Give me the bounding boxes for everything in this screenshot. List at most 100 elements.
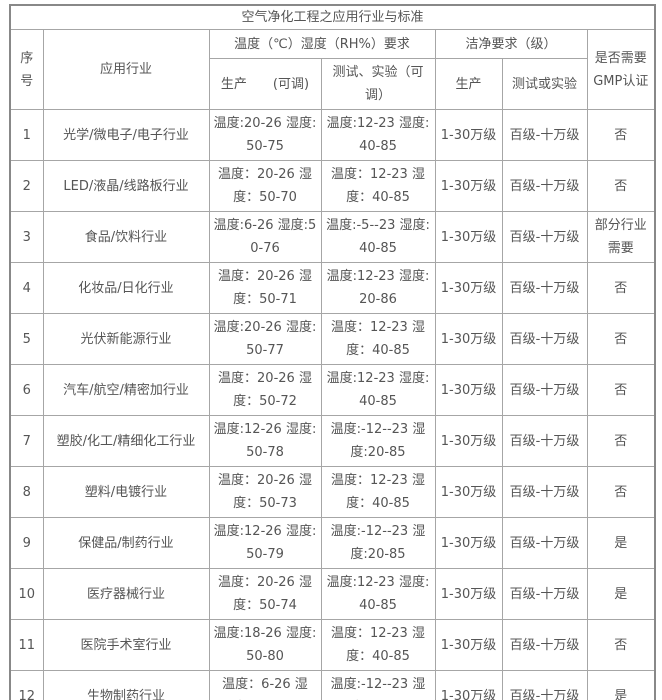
cell-industry: 光学/微电子/电子行业: [42, 109, 210, 161]
cell-temp-production: 温度:6-26 湿度:50-76: [208, 211, 322, 263]
cell-clean-test: 百级-十万级: [501, 670, 588, 700]
cell-temp-test: 温度:-12--23 湿度:20-85: [320, 415, 436, 467]
cell-gmp: 是: [586, 517, 656, 569]
air-purification-standards-table: 空气净化工程之应用行业与标准 序号 应用行业 温度（℃）湿度（RH%）要求 洁净…: [9, 4, 657, 700]
cell-industry: 化妆品/日化行业: [42, 262, 210, 314]
cell-clean-test: 百级-十万级: [501, 415, 588, 467]
cell-temp-production: 温度：20-26 湿度：50-72: [208, 364, 322, 416]
cell-clean-test: 百级-十万级: [501, 364, 588, 416]
cell-temp-test: 温度：12-23 湿度：40-85: [320, 313, 436, 365]
cell-gmp: 是: [586, 670, 656, 700]
cell-clean-test: 百级-十万级: [501, 211, 588, 263]
cell-clean-production: 1-30万级: [434, 313, 503, 365]
col-header-gmp: 是否需要GMP认证: [586, 29, 656, 110]
table-row: 9 保健品/制药行业 温度:12-26 湿度:50-79 温度:-12--23 …: [9, 517, 656, 569]
cell-gmp: 否: [586, 313, 656, 365]
cell-clean-production: 1-30万级: [434, 109, 503, 161]
cell-clean-production: 1-30万级: [434, 670, 503, 700]
cell-gmp: 否: [586, 619, 656, 671]
cell-industry: 塑料/电镀行业: [42, 466, 210, 518]
cell-serial: 9: [9, 517, 44, 569]
cell-temp-production: 温度:12-26 湿度:50-79: [208, 517, 322, 569]
cell-gmp: 部分行业需要: [586, 211, 656, 263]
cell-clean-production: 1-30万级: [434, 262, 503, 314]
table-row: 1 光学/微电子/电子行业 温度:20-26 湿度:50-75 温度:12-23…: [9, 109, 656, 161]
table-row: 2 LED/液晶/线路板行业 温度：20-26 湿度：50-70 温度：12-2…: [9, 160, 656, 212]
cell-clean-production: 1-30万级: [434, 211, 503, 263]
cell-temp-production: 温度:20-26 湿度:50-77: [208, 313, 322, 365]
cell-clean-production: 1-30万级: [434, 517, 503, 569]
cell-clean-test: 百级-十万级: [501, 313, 588, 365]
cell-serial: 12: [9, 670, 44, 700]
col-header-industry: 应用行业: [42, 29, 210, 110]
table-row: 12 生物制药行业 温度：6-26 湿度：50-75 温度:-12--23 湿度…: [9, 670, 656, 700]
cell-temp-production: 温度：20-26 湿度：50-70: [208, 160, 322, 212]
cell-clean-production: 1-30万级: [434, 415, 503, 467]
cell-gmp: 否: [586, 262, 656, 314]
cell-temp-test: 温度:12-23 湿度:20-86: [320, 262, 436, 314]
table-header-row-1: 序号 应用行业 温度（℃）湿度（RH%）要求 洁净要求（级） 是否需要GMP认证: [9, 29, 656, 110]
col-header-clean-group: 洁净要求（级）: [434, 29, 588, 59]
cell-temp-production: 温度:12-26 湿度:50-78: [208, 415, 322, 467]
cell-industry: 汽车/航空/精密加行业: [42, 364, 210, 416]
cell-serial: 8: [9, 466, 44, 518]
cell-clean-test: 百级-十万级: [501, 619, 588, 671]
cell-temp-production: 温度：20-26 湿度：50-73: [208, 466, 322, 518]
table-row: 3 食品/饮料行业 温度:6-26 湿度:50-76 温度:-5--23 湿度:…: [9, 211, 656, 263]
col-header-clean-test: 测试或实验: [501, 58, 588, 110]
cell-clean-test: 百级-十万级: [501, 109, 588, 161]
table-row: 7 塑胶/化工/精细化工行业 温度:12-26 湿度:50-78 温度:-12-…: [9, 415, 656, 467]
cell-temp-production: 温度：20-26 湿度：50-71: [208, 262, 322, 314]
cell-temp-production: 温度：20-26 湿度：50-74: [208, 568, 322, 620]
cell-temp-production: 温度:18-26 湿度:50-80: [208, 619, 322, 671]
cell-clean-production: 1-30万级: [434, 364, 503, 416]
col-header-temp-humidity-group: 温度（℃）湿度（RH%）要求: [208, 29, 436, 59]
cell-industry: 光伏新能源行业: [42, 313, 210, 365]
cell-serial: 1: [9, 109, 44, 161]
cell-clean-production: 1-30万级: [434, 466, 503, 518]
cell-temp-test: 温度:12-23 湿度:40-85: [320, 568, 436, 620]
col-header-temp-test: 测试、实验（可调）: [320, 58, 436, 110]
cell-gmp: 否: [586, 160, 656, 212]
cell-clean-production: 1-30万级: [434, 568, 503, 620]
cell-temp-test: 温度:12-23 湿度:40-85: [320, 109, 436, 161]
cell-serial: 3: [9, 211, 44, 263]
cell-gmp: 否: [586, 364, 656, 416]
cell-temp-test: 温度:12-23 湿度:40-85: [320, 364, 436, 416]
cell-industry: LED/液晶/线路板行业: [42, 160, 210, 212]
cell-temp-test: 温度：12-23 湿度：40-85: [320, 466, 436, 518]
cell-temp-test: 温度:-12--23 湿度:20-85: [320, 670, 436, 700]
cell-temp-test: 温度:-5--23 湿度:40-85: [320, 211, 436, 263]
cell-serial: 10: [9, 568, 44, 620]
cell-industry: 保健品/制药行业: [42, 517, 210, 569]
table-row: 5 光伏新能源行业 温度:20-26 湿度:50-77 温度：12-23 湿度：…: [9, 313, 656, 365]
cell-temp-test: 温度:-12--23 湿度:20-85: [320, 517, 436, 569]
cell-temp-test: 温度：12-23 湿度：40-85: [320, 619, 436, 671]
cell-clean-production: 1-30万级: [434, 619, 503, 671]
table-row: 4 化妆品/日化行业 温度：20-26 湿度：50-71 温度:12-23 湿度…: [9, 262, 656, 314]
cell-temp-production: 温度:20-26 湿度:50-75: [208, 109, 322, 161]
cell-gmp: 否: [586, 109, 656, 161]
cell-serial: 4: [9, 262, 44, 314]
cell-industry: 食品/饮料行业: [42, 211, 210, 263]
cell-clean-production: 1-30万级: [434, 160, 503, 212]
table-row: 8 塑料/电镀行业 温度：20-26 湿度：50-73 温度：12-23 湿度：…: [9, 466, 656, 518]
table-row: 11 医院手术室行业 温度:18-26 湿度:50-80 温度：12-23 湿度…: [9, 619, 656, 671]
cell-serial: 5: [9, 313, 44, 365]
cell-serial: 6: [9, 364, 44, 416]
cell-clean-test: 百级-十万级: [501, 262, 588, 314]
cell-temp-test: 温度：12-23 湿度：40-85: [320, 160, 436, 212]
cell-serial: 11: [9, 619, 44, 671]
cell-clean-test: 百级-十万级: [501, 568, 588, 620]
table-row: 6 汽车/航空/精密加行业 温度：20-26 湿度：50-72 温度:12-23…: [9, 364, 656, 416]
cell-clean-test: 百级-十万级: [501, 517, 588, 569]
cell-clean-test: 百级-十万级: [501, 160, 588, 212]
col-header-clean-production: 生产: [434, 58, 503, 110]
cell-gmp: 否: [586, 415, 656, 467]
col-header-serial: 序号: [9, 29, 44, 110]
cell-industry: 医院手术室行业: [42, 619, 210, 671]
table-header-row-2: 生产 (可调) 测试、实验（可调） 生产 测试或实验: [10, 58, 655, 110]
cell-clean-test: 百级-十万级: [501, 466, 588, 518]
cell-industry: 生物制药行业: [42, 670, 210, 700]
